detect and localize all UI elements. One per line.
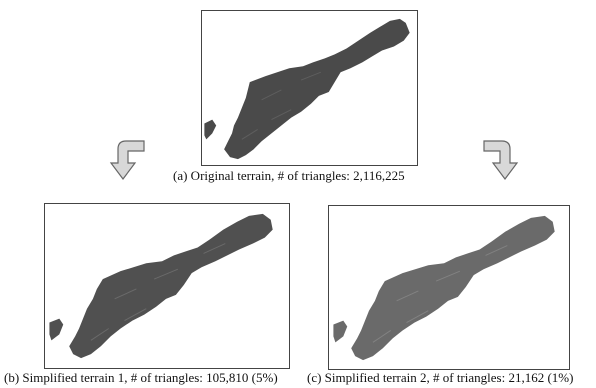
panel-simplified-terrain-1 xyxy=(44,203,290,369)
panel-original-terrain xyxy=(201,10,418,166)
curved-down-arrow-icon xyxy=(483,140,519,180)
caption-original: (a) Original terrain, # of triangles: 2,… xyxy=(173,168,405,183)
caption-simplified-1: (b) Simplified terrain 1, # of triangles… xyxy=(4,370,278,385)
curved-down-arrow-icon xyxy=(109,140,145,180)
panel-simplified-terrain-2 xyxy=(328,205,570,370)
terrain-texture-a xyxy=(241,71,322,140)
terrain-shape xyxy=(224,18,410,160)
terrain-simplified-2-image xyxy=(333,215,555,361)
terrain-simplified-1-image xyxy=(49,213,273,359)
terrain-texture-b xyxy=(90,243,226,341)
terrain-island xyxy=(333,320,348,343)
terrain-shape xyxy=(351,215,555,361)
terrain-shape xyxy=(69,213,273,359)
terrain-original-image xyxy=(204,18,410,160)
terrain-texture-c xyxy=(372,245,508,343)
terrain-island xyxy=(49,318,64,341)
terrain-island xyxy=(204,119,217,140)
caption-simplified-2: (c) Simplified terrain 2, # of triangles… xyxy=(307,370,574,385)
